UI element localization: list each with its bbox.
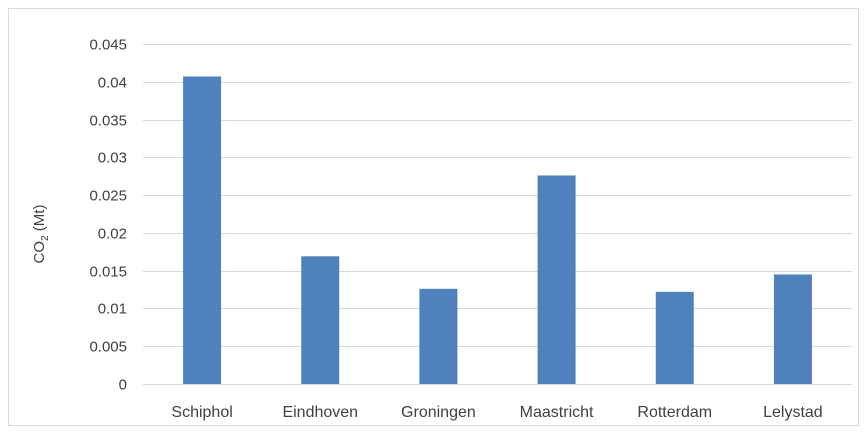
- bars: [183, 76, 812, 384]
- y-tick-label: 0.005: [89, 339, 127, 356]
- y-tick-label: 0.03: [98, 150, 127, 167]
- x-tick-label: Lelystad: [763, 404, 823, 421]
- y-tick-label: 0.015: [89, 264, 127, 281]
- bar-eindhoven: [301, 256, 340, 384]
- y-axis-title-subscript: 2: [40, 235, 51, 241]
- y-axis-title: CO2 (Mt): [31, 205, 51, 264]
- bar-groningen: [419, 288, 458, 384]
- x-tick-label: Groningen: [401, 404, 476, 421]
- y-tick-label: 0.02: [98, 226, 127, 243]
- x-tick-label: Maastricht: [520, 404, 594, 421]
- y-tick-label: 0.035: [89, 113, 127, 130]
- x-tick-labels: Schiphol Eindhoven Groningen Maastricht Rott…: [171, 404, 822, 421]
- bar-maastricht: [537, 175, 576, 384]
- y-tick-labels: 0 0.005 0.01 0.015 0.02 0.025 0.03 0.035 0.04 0.0…: [89, 37, 127, 394]
- bar-rotterdam: [655, 291, 694, 384]
- y-tick-label: 0.025: [89, 188, 127, 205]
- y-tick-label: 0.04: [98, 75, 127, 92]
- x-tick-label: Schiphol: [171, 404, 232, 421]
- gridlines: [143, 44, 852, 385]
- y-axis-title-suffix: (Mt): [31, 205, 48, 236]
- y-axis-title-main: CO: [31, 241, 48, 264]
- y-tick-label: 0.045: [89, 37, 127, 54]
- y-tick-label: 0.01: [98, 301, 127, 318]
- y-tick-label: 0: [119, 377, 127, 394]
- bar-schiphol: [183, 76, 222, 384]
- x-tick-label: Rotterdam: [637, 404, 712, 421]
- x-tick-label: Eindhoven: [282, 404, 358, 421]
- bar-lelystad: [773, 274, 812, 384]
